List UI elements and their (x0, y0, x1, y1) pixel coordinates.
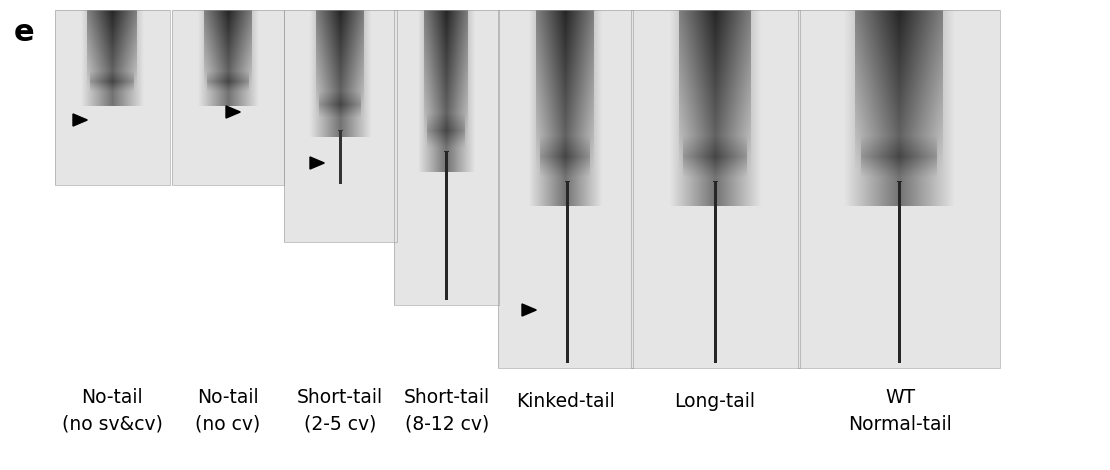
Bar (172, 10, 284, 185)
Bar (630, 10, 800, 368)
Polygon shape (73, 114, 88, 126)
Polygon shape (226, 106, 240, 118)
Text: (no sv&cv): (no sv&cv) (61, 415, 162, 434)
Bar (394, 10, 500, 305)
Text: Short-tail: Short-tail (297, 388, 383, 407)
Bar (798, 10, 1000, 368)
Bar (56, 10, 170, 185)
Bar (498, 10, 633, 368)
Text: e: e (13, 18, 34, 47)
Text: Kinked-tail: Kinked-tail (516, 392, 614, 411)
Text: No-tail: No-tail (81, 388, 143, 407)
Text: WT: WT (885, 388, 915, 407)
Text: Long-tail: Long-tail (675, 392, 756, 411)
Polygon shape (522, 304, 536, 316)
Text: Normal-tail: Normal-tail (848, 415, 952, 434)
Bar (284, 10, 397, 242)
Polygon shape (310, 157, 324, 169)
Text: (8-12 cv): (8-12 cv) (405, 415, 490, 434)
Text: (no cv): (no cv) (195, 415, 261, 434)
Text: No-tail: No-tail (198, 388, 259, 407)
Text: Short-tail: Short-tail (404, 388, 490, 407)
Text: (2-5 cv): (2-5 cv) (304, 415, 376, 434)
